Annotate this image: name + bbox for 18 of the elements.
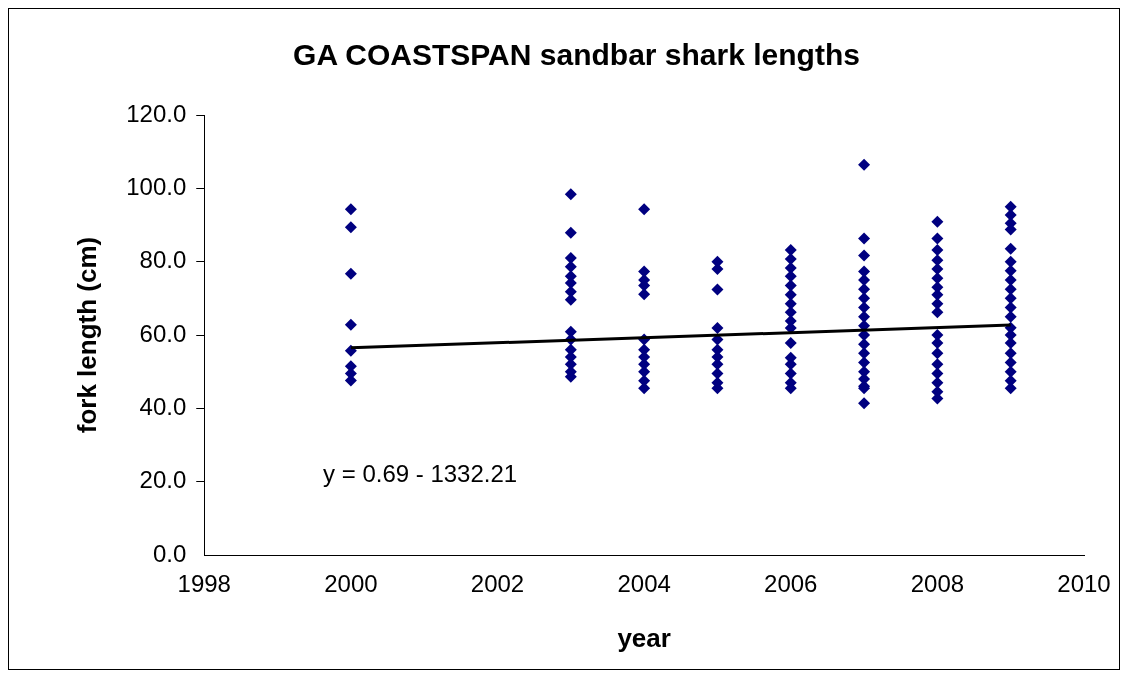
y-tick-label: 40.0 [139,392,187,420]
annotation: y = 0.69 - 1332.21 [323,460,518,488]
x-tick-label: 1998 [177,570,231,598]
y-tick-label: 60.0 [139,319,187,347]
y-tick-label: 0.0 [152,539,187,567]
x-tick-label: 2010 [1057,570,1111,598]
x-tick-label: 2004 [617,570,671,598]
y-tick-label: 80.0 [139,246,187,274]
chart-title: GA COASTSPAN sandbar shark lengths [293,38,860,72]
x-tick-label: 2002 [470,570,525,598]
x-tick-label: 2006 [764,570,818,598]
y-axis-title: fork length (cm) [71,236,102,434]
x-axis-title: year [617,622,671,653]
y-tick-label: 100.0 [126,172,187,200]
y-tick-label: 120.0 [126,99,187,127]
x-tick-label: 2008 [910,570,965,598]
y-tick-label: 20.0 [139,466,187,494]
x-tick-label: 2000 [324,570,378,598]
